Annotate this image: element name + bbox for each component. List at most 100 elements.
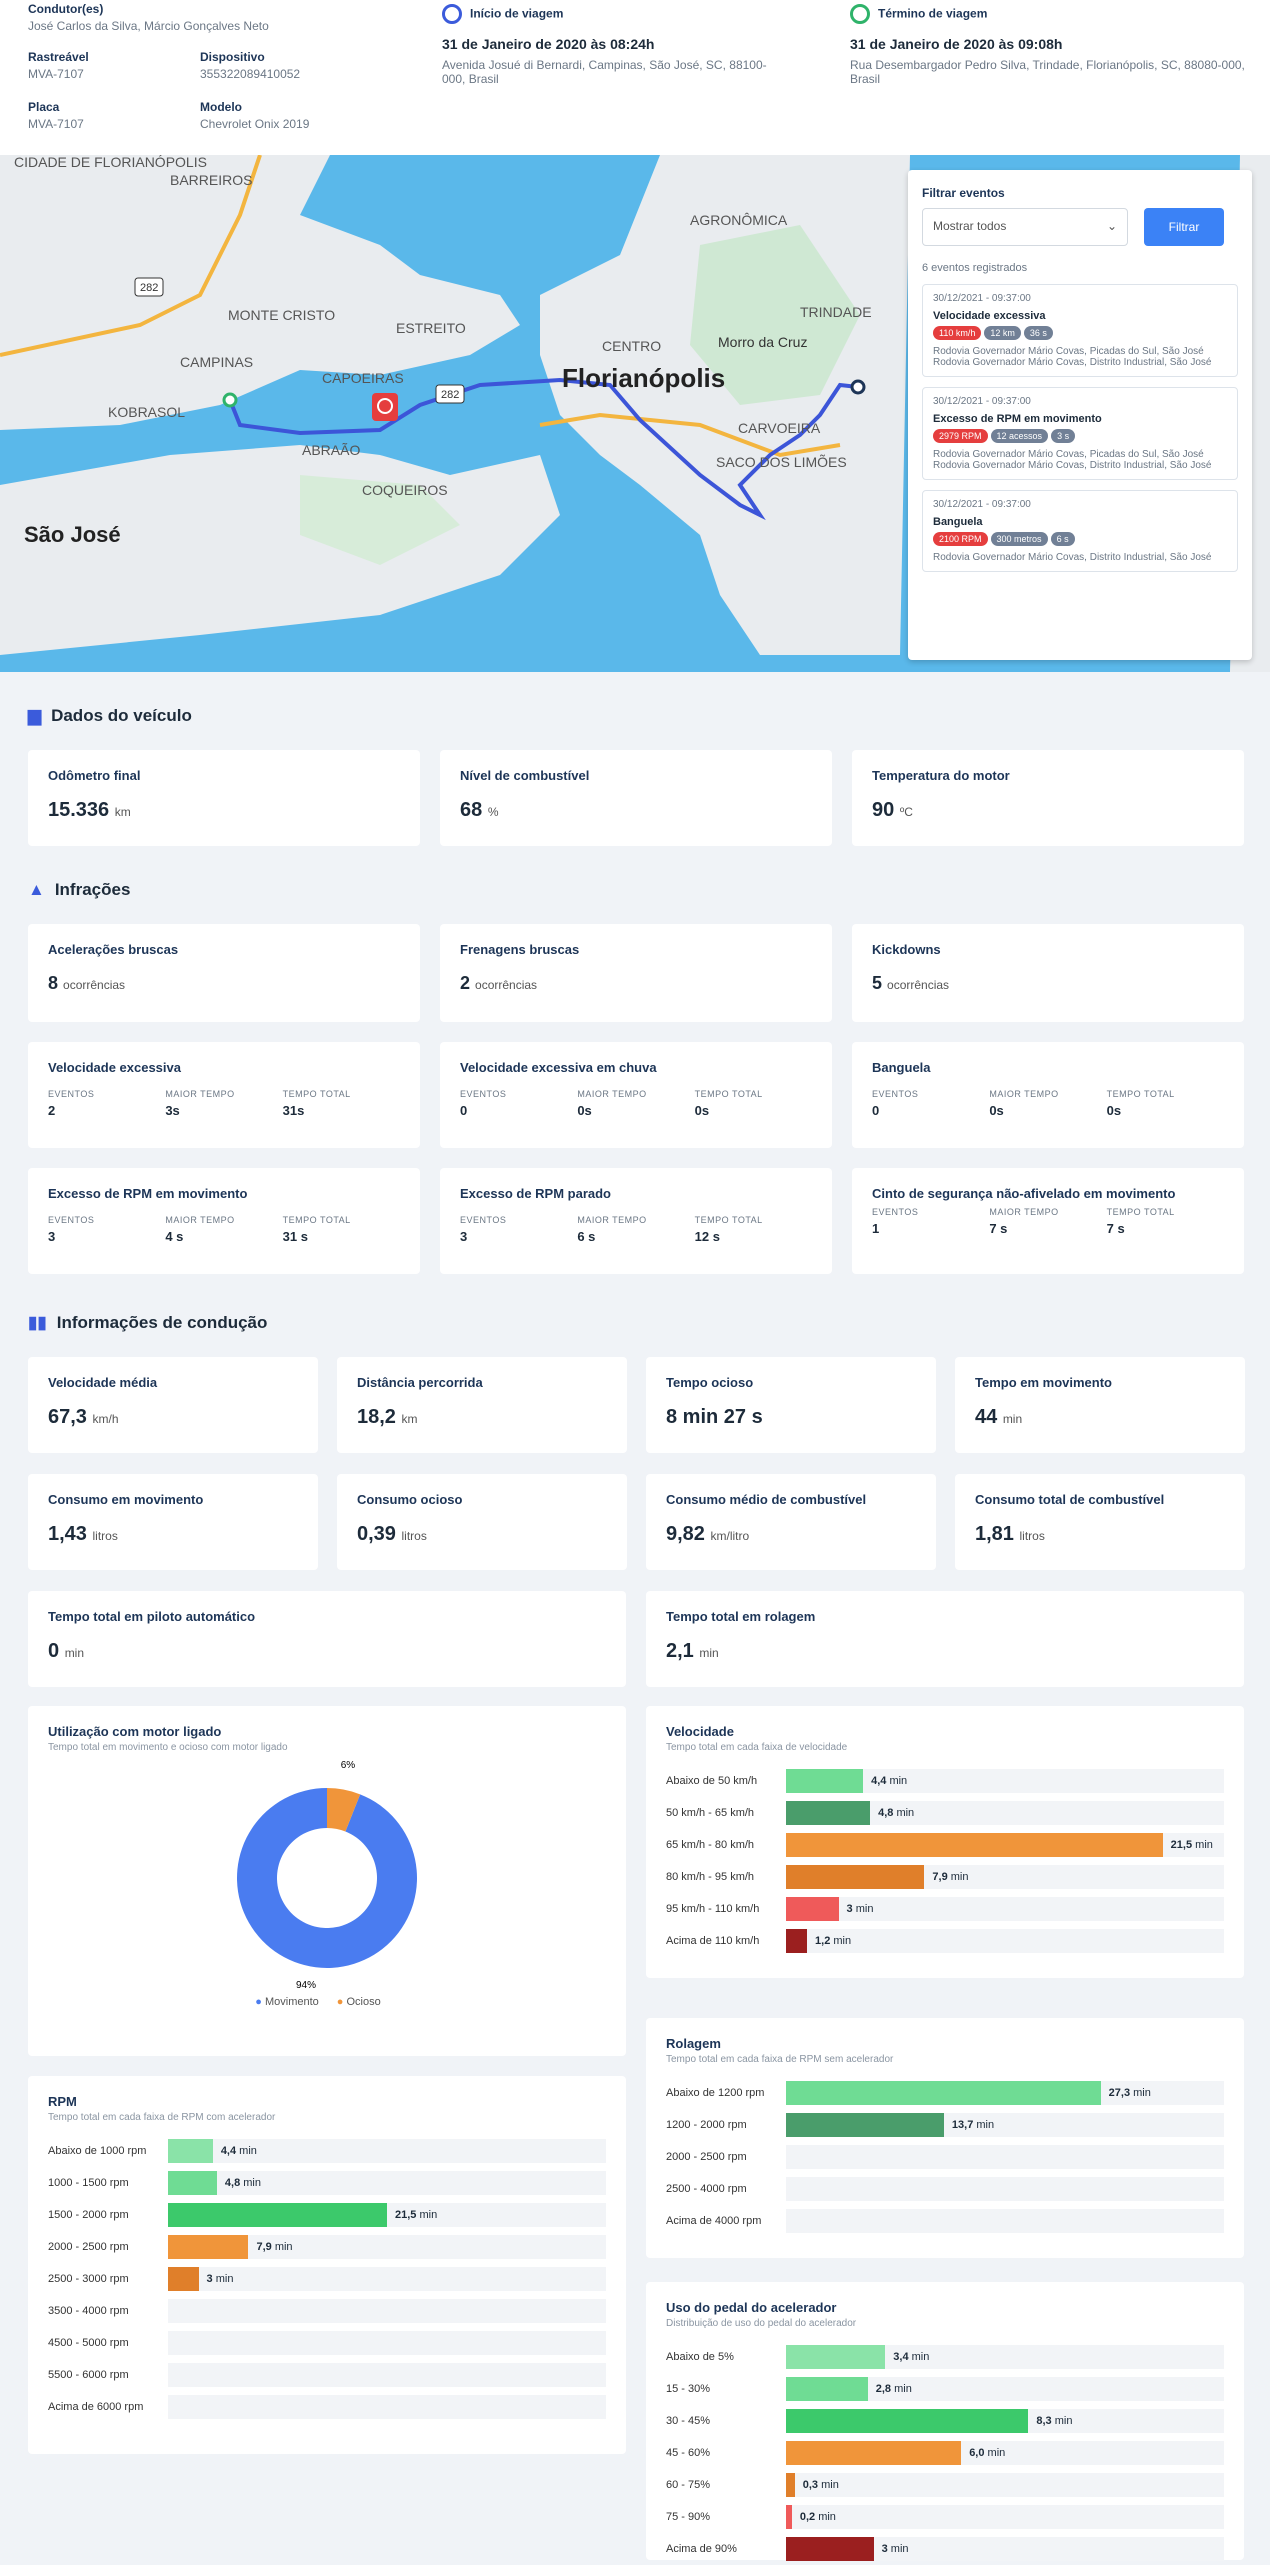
card-label: Tempo total em piloto automático — [48, 1609, 256, 1624]
bar[interactable] — [786, 2505, 792, 2529]
bar-row: 2000 - 2500 rpm 7,9 min — [48, 2231, 606, 2263]
bar[interactable] — [786, 1769, 864, 1793]
card-label: Temperatura do motor — [872, 768, 1010, 783]
infraction-metric: MAIOR TEMPO 3s — [165, 1089, 282, 1118]
metric-key: TEMPO TOTAL — [1106, 1089, 1175, 1099]
trip-end-marker[interactable] — [850, 379, 866, 395]
trip-start-address: Avenida Josué di Bernardi, Campinas, São… — [442, 58, 767, 86]
driving-card: Tempo em movimento 44 min — [955, 1357, 1245, 1453]
bar-track: 7,9 min — [786, 1865, 1224, 1889]
bar[interactable] — [168, 2139, 213, 2163]
map-canvas[interactable]: CIDADE DE FLORIANÓPOLIS BARREIROS MONTE … — [0, 155, 1270, 672]
card-value-number: 8 — [48, 973, 59, 993]
tracker-value: MVA-7107 — [28, 67, 84, 81]
bar[interactable] — [786, 1897, 839, 1921]
card-label: Odômetro final — [48, 768, 141, 783]
bar[interactable] — [786, 2377, 868, 2401]
event-type-select[interactable]: Mostrar todos ⌄ — [922, 208, 1128, 246]
card-label: Consumo ocioso — [357, 1492, 463, 1507]
bar-category: Acima de 110 km/h — [666, 1935, 760, 1947]
trip-start-label: Início de viagem — [470, 6, 564, 21]
bar-value-unit: min — [976, 2119, 995, 2131]
infraction-metric: MAIOR TEMPO 0s — [989, 1089, 1106, 1118]
bar[interactable] — [786, 2345, 886, 2369]
driving-card: Tempo total em piloto automático 0 min — [28, 1591, 626, 1687]
bar-track: 6,0 min — [786, 2441, 1224, 2465]
bar-value-number: 4,4 — [871, 1775, 887, 1787]
card-label: Tempo em movimento — [975, 1375, 1113, 1390]
infraction-metric: MAIOR TEMPO 7 s — [989, 1207, 1106, 1236]
bar-value: 4,4 min — [871, 1775, 907, 1787]
bar-category: Abaixo de 1200 rpm — [666, 2087, 765, 2099]
bar-value-number: 3 — [206, 2273, 213, 2285]
event-address-start: Rodovia Governador Mário Covas, Picadas … — [933, 449, 1204, 460]
bar-row: 2500 - 3000 rpm 3 min — [48, 2263, 606, 2295]
card-label: Consumo total de combustível — [975, 1492, 1165, 1507]
map-label-trindade: TRINDADE — [800, 304, 872, 320]
bar[interactable] — [786, 2113, 944, 2137]
map-label-capoeiras: CAPOEIRAS — [322, 370, 404, 386]
infraction-detail-label: Excesso de RPM em movimento — [48, 1186, 248, 1201]
filter-button[interactable]: Filtrar — [1144, 208, 1224, 246]
bar[interactable] — [786, 2473, 795, 2497]
metric-key: TEMPO TOTAL — [694, 1215, 763, 1225]
bar[interactable] — [168, 2235, 249, 2259]
bar[interactable] — [168, 2267, 199, 2291]
bar-value: 21,5 min — [395, 2209, 437, 2221]
bar-track: 7,9 min — [168, 2235, 606, 2259]
trip-end-block: Término de viagem 31 de Janeiro de 2020 … — [850, 4, 1250, 86]
bar[interactable] — [168, 2203, 387, 2227]
bar-value-number: 7,9 — [932, 1871, 948, 1883]
donut-slice-ocioso[interactable] — [327, 1788, 361, 1832]
infraction-metric: EVENTOS 3 — [48, 1215, 165, 1244]
infraction-metric: EVENTOS 0 — [872, 1089, 989, 1118]
infraction-metric: TEMPO TOTAL 31s — [283, 1089, 400, 1118]
bar-value-number: 4,8 — [224, 2177, 241, 2189]
metric-value: 3 — [460, 1229, 468, 1244]
bar-track: 8,3 min — [786, 2409, 1224, 2433]
bar[interactable] — [168, 2171, 217, 2195]
infraction-metric: TEMPO TOTAL 0s — [1107, 1089, 1224, 1118]
bar[interactable] — [786, 1929, 808, 1953]
metric-key: EVENTOS — [48, 1215, 95, 1225]
bar-row: 15 - 30% 2,8 min — [666, 2373, 1224, 2405]
bar[interactable] — [786, 1833, 1163, 1857]
bar[interactable] — [786, 1801, 871, 1825]
road-sign-282-b-label: 282 — [441, 389, 459, 401]
metric-key: MAIOR TEMPO — [989, 1207, 1059, 1217]
event-marker[interactable] — [372, 393, 398, 421]
bar[interactable] — [786, 2081, 1101, 2105]
bar-category: Acima de 4000 rpm — [666, 2215, 762, 2227]
bar[interactable] — [786, 2537, 874, 2561]
trip-start-marker[interactable] — [222, 392, 238, 408]
card-value: 44 min — [975, 1406, 1225, 1429]
bar-row: Abaixo de 1000 rpm 4,4 min — [48, 2135, 606, 2167]
bar[interactable] — [786, 2441, 962, 2465]
bar-value-unit: min — [1133, 2087, 1151, 2099]
event-pill: 6 s — [1050, 532, 1075, 546]
event-pill: 12 km — [984, 326, 1021, 340]
donut-slice-movimento[interactable] — [236, 1788, 417, 1968]
bar[interactable] — [786, 2409, 1029, 2433]
bar-value: 7,9 min — [256, 2241, 292, 2253]
event-list[interactable]: 30/12/2021 - 09:37:00 Velocidade excessiv… — [922, 284, 1238, 572]
bar-chart-icon: ▮▮ — [28, 1313, 47, 1332]
bar-row: Abaixo de 5% 3,4 min — [666, 2341, 1224, 2373]
bar-category: 80 km/h - 95 km/h — [666, 1871, 755, 1883]
donut-slice-label: 6% — [341, 1760, 356, 1771]
event-card[interactable]: 30/12/2021 - 09:37:00 Excesso de RPM em m… — [922, 387, 1238, 480]
legend-label: Movimento — [264, 1996, 319, 2008]
event-card[interactable]: 30/12/2021 - 09:37:00 Banguela 2100 RPM 300… — [922, 490, 1238, 572]
metric-value: 1 — [872, 1221, 880, 1236]
bar[interactable] — [786, 1865, 925, 1889]
metric-key: EVENTOS — [872, 1207, 919, 1217]
bar-value: 6,0 min — [969, 2447, 1005, 2459]
bar-row: 50 km/h - 65 km/h 4,8 min — [666, 1797, 1224, 1829]
metric-value: 0s — [1106, 1103, 1122, 1118]
event-card[interactable]: 30/12/2021 - 09:37:00 Velocidade excessiv… — [922, 284, 1238, 377]
bar-value-unit: min — [1054, 2415, 1073, 2427]
chart-subtitle: Tempo total em cada faixa de RPM com ace… — [48, 2112, 276, 2123]
bar-value-unit: min — [889, 1775, 908, 1787]
card-value-unit: km — [114, 805, 131, 819]
vehicle-card: Nível de combustível 68 % — [440, 750, 832, 846]
